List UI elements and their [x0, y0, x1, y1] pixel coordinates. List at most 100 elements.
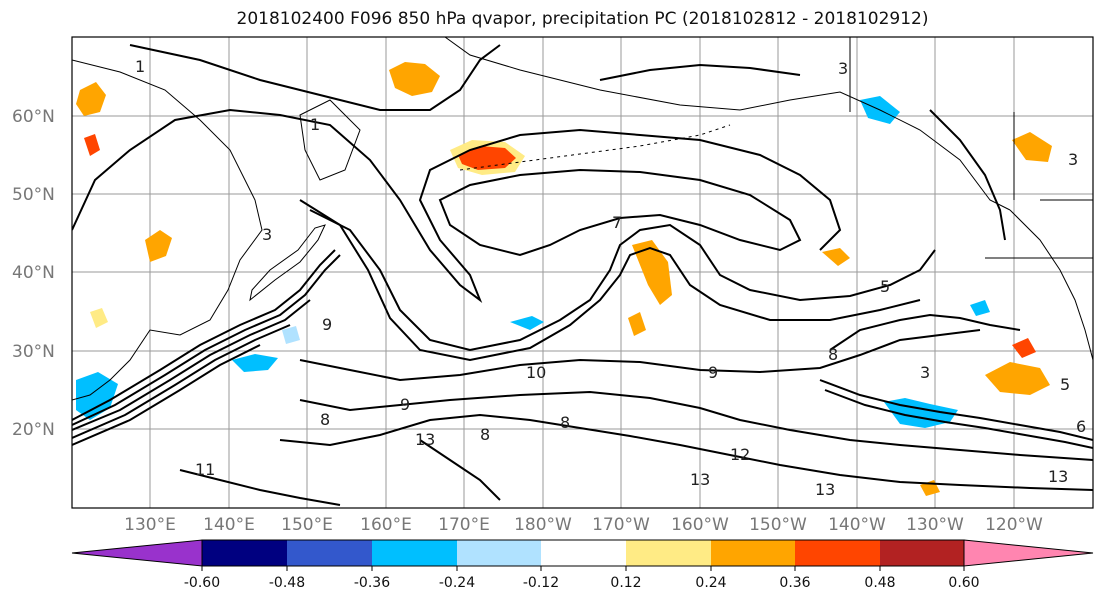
- contour-label: 8: [560, 413, 570, 432]
- contour-line: [72, 324, 291, 439]
- precip-positive-patch: [822, 248, 850, 266]
- coastline-alaska: [444, 37, 1011, 211]
- contour-line: [279, 413, 1093, 491]
- contour-line: [72, 108, 842, 303]
- map-frame: [71, 36, 1094, 509]
- lon-label: 160°W: [671, 515, 729, 535]
- colorbar-segment: [457, 540, 541, 566]
- coastlines: [72, 37, 1093, 401]
- precip-positive-patch: [1012, 132, 1052, 162]
- contour-label: 13: [690, 470, 710, 489]
- precip-strong-patch: [458, 146, 516, 170]
- contour-line: [179, 469, 341, 506]
- contour-line: [829, 313, 1021, 351]
- precip-positive-patch: [628, 312, 646, 336]
- contour-line: [72, 249, 336, 421]
- colorbar-tick-label: -0.36: [354, 575, 390, 591]
- contour-line: [419, 439, 501, 501]
- colorbar-tick-label: -0.60: [184, 575, 220, 591]
- colorbar-tick-label: 0.36: [779, 575, 810, 591]
- contour-line: [299, 390, 1093, 461]
- lon-label: 170°W: [592, 515, 650, 535]
- contour-label: 9: [400, 395, 410, 414]
- colorbar-tick-label: 0.60: [948, 575, 979, 591]
- contour-labels: 1 1 3 3 3 3 8 9 9 10 9 11 13 13 13 12 13…: [135, 57, 1086, 499]
- lon-label: 130°W: [906, 515, 964, 535]
- contour-line: [599, 63, 801, 81]
- contour-label: 3: [1068, 150, 1078, 169]
- colorbar-tick-label: -0.12: [523, 575, 559, 591]
- lon-label: 120°W: [985, 515, 1043, 535]
- contour-label: 1: [310, 115, 320, 134]
- colorbar-extend-low: [71, 539, 203, 567]
- contour-line: [929, 109, 1006, 241]
- contour-line: [72, 254, 341, 426]
- graticule: [72, 37, 1093, 508]
- colorbar-segment: [372, 540, 457, 566]
- colorbar-tick-label: 0.12: [610, 575, 641, 591]
- contour-line: [819, 379, 1093, 441]
- contour-line: [72, 299, 311, 431]
- precip-strong-patch: [84, 134, 100, 156]
- lat-label: 50°N: [12, 185, 55, 205]
- precip-positive-patch: [145, 230, 172, 262]
- colorbar-frame: [201, 539, 965, 567]
- colorbar-segment: [711, 540, 795, 566]
- lon-label: 140°W: [828, 515, 886, 535]
- contour-label: 6: [1076, 417, 1086, 436]
- coastline-asia: [72, 59, 263, 401]
- map-title: 2018102400 F096 850 hPa qvapor, precipit…: [236, 9, 929, 29]
- aleutian-chain: [459, 124, 731, 171]
- map-panel: 1 1 3 3 3 3 8 9 9 10 9 11 13 13 13 12 13…: [71, 36, 1094, 509]
- precipitation-shading: [76, 62, 1052, 496]
- lon-label: 160°E: [360, 515, 412, 535]
- contour-label: 10: [526, 363, 546, 382]
- lon-label: 180°W: [514, 515, 572, 535]
- lon-label: 170°E: [438, 515, 490, 535]
- precip-positive-patch: [632, 240, 672, 305]
- precip-positive-patch: [90, 308, 108, 328]
- contour-label: 7: [612, 213, 622, 232]
- contour-label: 5: [1060, 375, 1070, 394]
- contour-label: 13: [1048, 467, 1068, 486]
- lon-label: 140°E: [203, 515, 255, 535]
- contour-label: 11: [195, 460, 215, 479]
- precip-positive-patch: [985, 362, 1050, 395]
- contour-label: 3: [838, 59, 848, 78]
- colorbar-tick-label: 0.48: [864, 575, 895, 591]
- lat-label: 30°N: [12, 342, 55, 362]
- contour-line: [72, 344, 261, 446]
- lon-label: 150°W: [749, 515, 807, 535]
- colorbar-tick-label: 0.24: [695, 575, 726, 591]
- contour-line: [299, 329, 981, 382]
- colorbar-tick-label: -0.24: [439, 575, 475, 591]
- contour-line: [299, 199, 921, 362]
- colorbar-segment: [795, 540, 880, 566]
- colorbar-tick-label: -0.48: [269, 575, 305, 591]
- latitude-labels: 60°N 50°N 40°N 30°N 20°N: [12, 107, 55, 440]
- colorbar-segment: [202, 540, 287, 566]
- precip-positive-patch: [389, 62, 440, 96]
- precip-negative-patch: [970, 300, 990, 316]
- contour-label: 13: [815, 480, 835, 499]
- coastline-japan: [249, 224, 326, 302]
- contour-label: 9: [322, 315, 332, 334]
- lon-label: 130°E: [124, 515, 176, 535]
- lat-label: 20°N: [12, 420, 55, 440]
- precip-negative-patch: [232, 354, 278, 372]
- precip-positive-patch: [76, 82, 106, 116]
- contour-label: 8: [480, 425, 490, 444]
- colorbar-ticks: [201, 566, 965, 571]
- contour-label: 1: [135, 57, 145, 76]
- colorbar-tick-labels: -0.60 -0.48 -0.36 -0.24 -0.12 0.12 0.24 …: [184, 575, 980, 591]
- political-borders: [849, 37, 1093, 259]
- colorbar-segment: [287, 540, 372, 566]
- contour-label: 9: [708, 363, 718, 382]
- contour-label: 8: [828, 345, 838, 364]
- contour-label: 12: [730, 445, 750, 464]
- lat-label: 40°N: [12, 263, 55, 283]
- contour-line: [309, 209, 936, 352]
- longitude-labels: 130°E 140°E 150°E 160°E 170°E 180°W 170°…: [124, 515, 1043, 535]
- precip-strong-patch: [1012, 338, 1036, 358]
